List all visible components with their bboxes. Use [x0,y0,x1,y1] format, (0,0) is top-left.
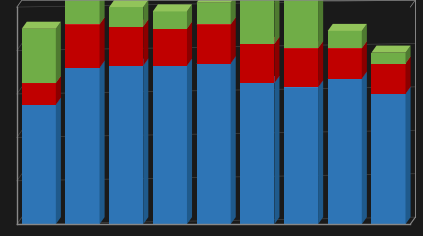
Polygon shape [197,0,236,3]
Polygon shape [22,98,61,105]
Polygon shape [240,76,280,83]
Polygon shape [143,59,148,224]
Polygon shape [362,41,367,79]
Polygon shape [328,79,362,224]
Polygon shape [153,11,187,29]
Polygon shape [284,0,318,48]
Polygon shape [56,22,61,83]
Polygon shape [328,24,367,31]
Polygon shape [318,41,323,87]
Polygon shape [99,0,104,25]
Polygon shape [328,41,367,48]
Polygon shape [22,76,61,83]
Polygon shape [56,76,61,105]
Polygon shape [328,31,362,48]
Polygon shape [143,20,148,66]
Polygon shape [66,25,99,68]
Polygon shape [197,56,236,63]
Polygon shape [187,4,192,29]
Polygon shape [231,56,236,224]
Polygon shape [371,87,411,94]
Polygon shape [22,83,56,105]
Polygon shape [240,44,275,83]
Polygon shape [284,48,318,87]
Polygon shape [371,53,406,63]
Polygon shape [153,22,192,29]
Polygon shape [371,46,411,53]
Polygon shape [231,0,236,25]
Polygon shape [231,17,236,63]
Polygon shape [240,37,280,44]
Polygon shape [362,24,367,48]
Polygon shape [197,3,231,25]
Polygon shape [187,22,192,66]
Polygon shape [153,4,192,11]
Polygon shape [275,0,280,44]
Polygon shape [143,0,148,27]
Polygon shape [22,105,56,224]
Polygon shape [328,72,367,79]
Polygon shape [240,83,275,224]
Polygon shape [275,37,280,83]
Polygon shape [240,0,275,44]
Polygon shape [109,59,148,66]
Polygon shape [66,61,104,68]
Polygon shape [109,20,148,27]
Polygon shape [66,68,99,224]
Polygon shape [66,0,99,25]
Polygon shape [109,66,143,224]
Polygon shape [328,48,362,79]
Polygon shape [109,27,143,66]
Polygon shape [153,59,192,66]
Polygon shape [406,46,411,63]
Polygon shape [153,29,187,66]
Polygon shape [406,87,411,224]
Polygon shape [22,22,61,29]
Polygon shape [197,63,231,224]
Polygon shape [66,17,104,25]
Polygon shape [284,41,323,48]
Polygon shape [275,76,280,224]
Polygon shape [197,25,231,63]
Polygon shape [284,80,323,87]
Polygon shape [406,56,411,94]
Polygon shape [284,87,318,224]
Polygon shape [371,94,406,224]
Polygon shape [362,72,367,224]
Polygon shape [371,63,406,94]
Polygon shape [56,98,61,224]
Polygon shape [318,0,323,48]
Polygon shape [371,56,411,63]
Polygon shape [187,59,192,224]
Polygon shape [99,61,104,224]
Polygon shape [153,66,187,224]
Polygon shape [197,17,236,25]
Polygon shape [109,7,143,27]
Polygon shape [109,0,148,7]
Polygon shape [99,17,104,68]
Polygon shape [318,80,323,224]
Polygon shape [22,29,56,83]
